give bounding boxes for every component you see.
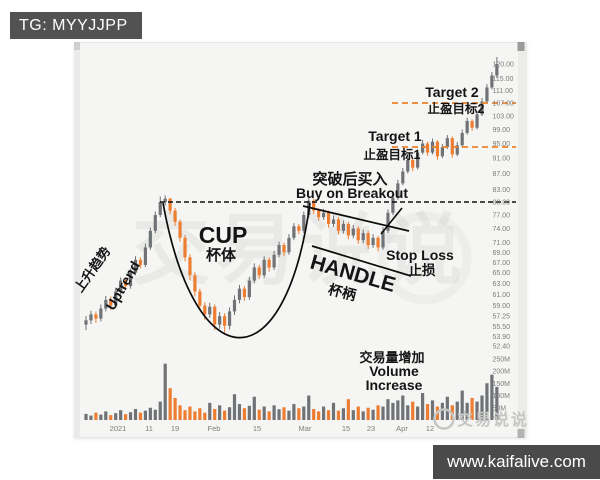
watermark-logo-icon: [433, 408, 455, 430]
breakout-cross-line: [380, 207, 403, 235]
time-tick-label: 2021: [110, 424, 127, 433]
annotation-breakout-en: Buy on Breakout: [296, 185, 408, 201]
telegram-badge: TG: MYYJJPP: [10, 12, 142, 39]
telegram-badge-label: TG: MYYJJPP: [19, 16, 128, 34]
price-tick-label: 91.00: [493, 156, 511, 163]
annotation-breakout-cn: 突破后买入: [312, 170, 387, 188]
price-tick-label: 87.00: [493, 171, 511, 178]
corner-watermark: 交易说说: [433, 408, 529, 430]
annotation-handle-cn: 杯柄: [327, 281, 358, 303]
price-tick-label: 61.00: [493, 292, 511, 299]
price-tick-label: 83.00: [493, 187, 511, 194]
time-tick-label: 15: [253, 424, 261, 433]
handle-lower-trendline: [311, 245, 412, 277]
price-tick-label: 74.00: [493, 226, 511, 233]
price-tick-label: 111.00: [493, 88, 513, 95]
price-tick-label: 55.50: [493, 324, 511, 331]
annotation-stoploss-cn: 止损: [409, 262, 436, 278]
center-watermark: 交易说说: [132, 206, 472, 305]
level-lines: [160, 102, 516, 203]
time-tick-label: 11: [145, 424, 153, 433]
annotation-cup-cn: 杯体: [206, 246, 237, 264]
price-tick-label: 59.00: [493, 303, 511, 310]
price-tick-label: 103.00: [493, 114, 515, 121]
volume-axis: 250M 200M 150M 100M 50M: [493, 356, 511, 412]
price-tick-label: 52.40: [493, 343, 511, 350]
price-tick-label: 71.00: [493, 240, 511, 247]
pattern-overlays: [162, 202, 412, 339]
price-tick-label: 65.00: [493, 270, 511, 277]
price-tick-label: 120.00: [493, 62, 515, 69]
annotation-volinc-en2: Increase: [366, 377, 423, 393]
price-tick-label: 80.00: [493, 199, 511, 206]
volume-tick-label: 100M: [493, 393, 511, 400]
time-axis: 2021 11 19 Feb 15 Mar 15 23 Apr 12: [110, 424, 435, 433]
time-tick-label: Mar: [299, 424, 312, 433]
price-tick-label: 99.00: [493, 127, 511, 134]
candles-layer: [84, 56, 499, 333]
price-tick-label: 77.00: [493, 213, 511, 220]
panel-decorations: [74, 42, 527, 438]
annotation-volinc-en1: Volume: [369, 363, 419, 379]
annotation-target2-cn: 止盈目标2: [428, 101, 485, 116]
volume-tick-label: 50M: [493, 405, 507, 412]
annotation-target2-en: Target 2: [425, 84, 479, 100]
website-url-label: www.kaifalive.com: [447, 452, 586, 471]
price-tick-label: 67.00: [493, 260, 511, 267]
price-tick-label: 107.00: [493, 101, 515, 108]
price-axis: 120.00 115.00 111.00 107.00 103.00 99.00 95.00…: [493, 62, 515, 351]
annotation-target1-cn: 止盈目标1: [364, 147, 421, 162]
annotation-target1-en: Target 1: [368, 128, 422, 144]
time-tick-label: 19: [171, 424, 179, 433]
time-tick-label: Feb: [208, 424, 221, 433]
time-tick-label: 23: [367, 424, 375, 433]
time-tick-label: 15: [342, 424, 350, 433]
price-tick-label: 115.00: [493, 76, 514, 83]
time-tick-label: 12: [426, 424, 434, 433]
price-tick-label: 53.90: [493, 334, 511, 341]
cup-curve: [162, 202, 311, 339]
handle-upper-trendline: [302, 205, 410, 232]
svg-text:交易说说: 交易说说: [132, 206, 468, 294]
annotation-stoploss-en: Stop Loss: [386, 247, 454, 263]
website-bar: www.kaifalive.com: [433, 445, 600, 479]
price-tick-label: 95.00: [493, 141, 511, 148]
annotation-volinc-cn: 交易量增加: [359, 350, 424, 365]
annotation-cup-en: CUP: [199, 222, 248, 248]
volume-tick-label: 250M: [493, 356, 511, 363]
price-tick-label: 63.00: [493, 281, 511, 288]
volume-tick-label: 200M: [493, 369, 511, 376]
price-tick-label: 69.00: [493, 250, 511, 257]
volume-layer: [84, 363, 499, 420]
price-tick-label: 57.25: [493, 313, 511, 320]
watermark-text: 交易说说: [457, 410, 529, 429]
volume-tick-label: 150M: [493, 381, 511, 388]
time-tick-label: Apr: [396, 424, 408, 433]
